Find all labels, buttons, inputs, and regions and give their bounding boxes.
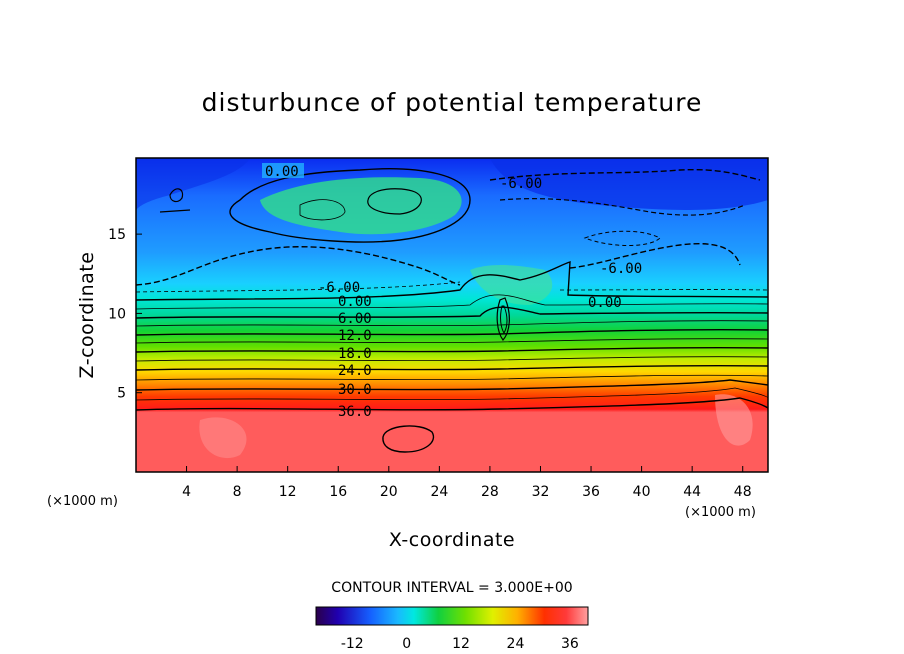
x-tick-label: 48 — [734, 484, 752, 500]
contour-9 — [136, 320, 768, 327]
colorbar-tick-label: 36 — [561, 636, 579, 652]
chart-title: disturbunce of potential temperature — [202, 88, 703, 117]
contour-label: 0.00 — [588, 295, 622, 311]
cold-anomaly-patch — [490, 158, 768, 210]
contour-label: 24.0 — [338, 363, 372, 379]
x-tick-label: 28 — [481, 484, 499, 500]
contour-3-upper — [367, 188, 422, 215]
contour-label: 18.0 — [338, 346, 372, 362]
y-axis-label: Z-coordinate — [76, 252, 98, 379]
x-tick-label: 16 — [329, 484, 347, 500]
contour-lines — [136, 168, 768, 453]
x-tick-label: 40 — [633, 484, 651, 500]
cold-anomaly-patch — [136, 158, 250, 210]
contour-27 — [136, 374, 768, 381]
contour-33 — [136, 387, 768, 401]
x-unit-label: (×1000 m) — [685, 505, 756, 520]
contour-30 — [136, 379, 768, 391]
contour-0 — [136, 261, 768, 301]
colorbar-tick-label: 24 — [507, 636, 525, 652]
warm-anomaly-patch — [260, 177, 462, 235]
colorbar-fill — [315, 606, 589, 626]
warm-floor-patch — [715, 394, 753, 446]
contour-18 — [136, 346, 768, 353]
y-tick-label: 10 — [108, 306, 126, 322]
x-tick-label: 36 — [582, 484, 600, 500]
contour-label: -6.00 — [600, 261, 642, 277]
contour-24 — [136, 364, 768, 371]
contour-21 — [136, 356, 768, 362]
y-axis-ticks: 5 10 15 — [108, 227, 142, 402]
colorbar-ticks: -12 0 12 24 36 — [341, 636, 579, 652]
contour-label: 6.00 — [338, 311, 372, 327]
colorbar-tick-label: -12 — [341, 636, 364, 652]
plot-area — [136, 158, 768, 472]
contour-label: -6.00 — [318, 280, 360, 296]
y-tick-label: 15 — [108, 227, 126, 243]
contour-neg3 — [136, 281, 768, 293]
plot-frame — [135, 157, 769, 473]
contour-small — [159, 209, 191, 213]
x-axis-ticks: 4 8 12 16 20 24 28 32 36 40 44 48 — [182, 466, 752, 500]
contour-label: 36.0 — [338, 404, 372, 420]
contour-neg6 — [136, 246, 461, 286]
colorbar: -12 0 12 24 36 — [315, 606, 589, 652]
contour-36 — [136, 397, 768, 411]
contour-label: 0.00 — [338, 294, 372, 310]
contour-plume — [500, 305, 508, 334]
x-tick-label: 24 — [430, 484, 448, 500]
x-axis-label: X-coordinate — [389, 529, 515, 551]
x-tick-label: 44 — [683, 484, 701, 500]
contour-interval-label: CONTOUR INTERVAL = 3.000E+00 — [331, 580, 572, 596]
contour-15 — [136, 338, 768, 344]
contour-neg6-upper — [499, 198, 746, 216]
y-tick-label: 5 — [117, 386, 126, 402]
contour-36-closed — [382, 425, 435, 453]
contour-label: 0.00 — [265, 164, 299, 180]
contour-12 — [136, 328, 768, 336]
colorbar-tick-label: 0 — [402, 636, 411, 652]
x-tick-label: 12 — [279, 484, 297, 500]
x-tick-label: 8 — [233, 484, 242, 500]
contour-plume — [496, 297, 510, 341]
x-tick-label: 4 — [182, 484, 191, 500]
contour-small — [169, 188, 184, 203]
x-tick-label: 20 — [380, 484, 398, 500]
contour-label: -6.00 — [500, 176, 542, 192]
contour-labels: 0.00 -6.00 -6.00 -6.00 0.00 6.00 12.0 18… — [262, 163, 642, 420]
contour-3-upper — [299, 199, 346, 221]
warm-floor-patch — [199, 417, 247, 459]
contour-0-upper — [229, 168, 471, 243]
contour-label: 30.0 — [338, 382, 372, 398]
colorbar-tick-label: 12 — [452, 636, 470, 652]
x-tick-label: 32 — [532, 484, 550, 500]
z-unit-label: (×1000 m) — [47, 494, 118, 509]
contour-3 — [136, 294, 768, 310]
contour-neg6-upper — [583, 230, 661, 246]
contour-label: 12.0 — [338, 328, 372, 344]
contour-neg6 — [569, 243, 741, 269]
contour-neg6-upper — [489, 168, 761, 181]
